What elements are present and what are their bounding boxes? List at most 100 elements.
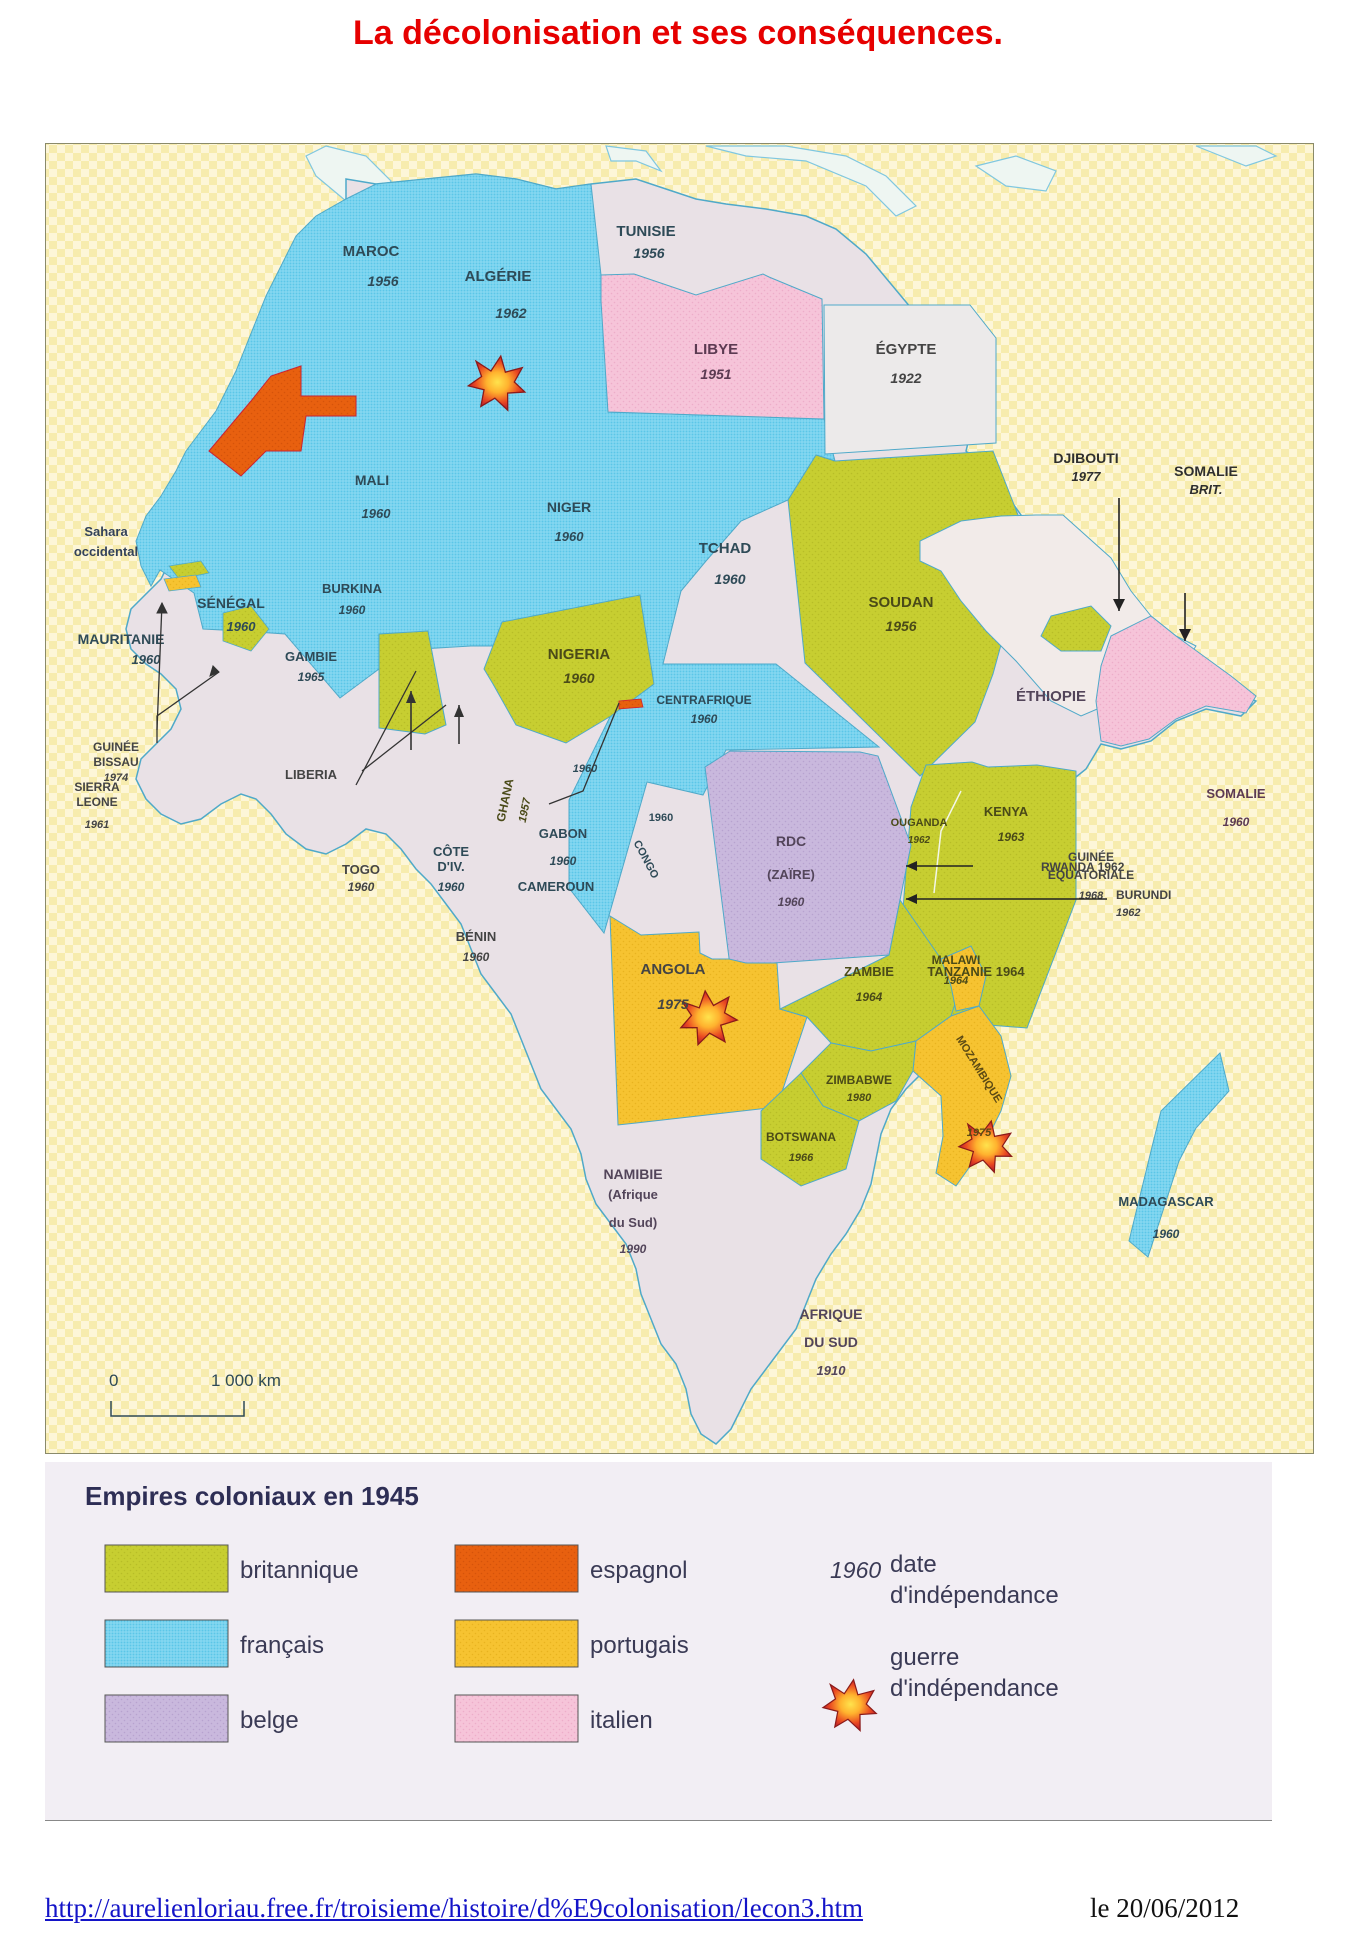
svg-text:1960: 1960 xyxy=(778,895,805,909)
svg-text:ÉGYPTE: ÉGYPTE xyxy=(876,341,937,358)
svg-text:GUINÉE: GUINÉE xyxy=(93,739,139,754)
svg-text:DU SUD: DU SUD xyxy=(804,1334,858,1350)
svg-text:1960: 1960 xyxy=(563,670,594,686)
svg-text:CAMEROUN: CAMEROUN xyxy=(518,879,595,894)
svg-text:d'indépendance: d'indépendance xyxy=(890,1675,1059,1702)
svg-text:OUGANDA: OUGANDA xyxy=(891,817,948,829)
svg-text:1975: 1975 xyxy=(967,1127,992,1139)
svg-text:(Afrique: (Afrique xyxy=(608,1187,658,1202)
svg-text:NIGERIA: NIGERIA xyxy=(548,646,611,663)
svg-text:d'indépendance: d'indépendance xyxy=(890,1582,1059,1609)
svg-text:ANGOLA: ANGOLA xyxy=(641,961,706,978)
svg-text:1960: 1960 xyxy=(555,529,585,544)
svg-text:MALAWI: MALAWI xyxy=(932,953,981,967)
svg-text:1951: 1951 xyxy=(700,366,731,382)
svg-text:LEONE: LEONE xyxy=(76,795,117,809)
svg-text:1960: 1960 xyxy=(227,619,257,634)
svg-text:1960: 1960 xyxy=(362,506,392,521)
svg-text:1977: 1977 xyxy=(1072,469,1102,484)
svg-text:1960: 1960 xyxy=(132,652,162,667)
svg-text:1960: 1960 xyxy=(1153,1227,1180,1241)
svg-text:DJIBOUTI: DJIBOUTI xyxy=(1053,450,1118,466)
svg-text:guerre: guerre xyxy=(890,1644,959,1671)
svg-text:1962: 1962 xyxy=(908,835,931,846)
svg-text:1960: 1960 xyxy=(830,1557,881,1583)
svg-text:1962: 1962 xyxy=(495,305,526,321)
svg-text:1956: 1956 xyxy=(367,273,398,289)
svg-text:NIGER: NIGER xyxy=(547,499,591,515)
svg-text:espagnol: espagnol xyxy=(590,1557,687,1584)
svg-text:1910: 1910 xyxy=(817,1363,847,1378)
svg-text:1961: 1961 xyxy=(85,819,109,831)
svg-text:1960: 1960 xyxy=(463,950,490,964)
svg-text:1 000 km: 1 000 km xyxy=(211,1371,281,1390)
svg-text:GABON: GABON xyxy=(539,826,587,841)
svg-text:RWANDA 1962: RWANDA 1962 xyxy=(1041,860,1125,874)
svg-text:TUNISIE: TUNISIE xyxy=(616,223,675,240)
svg-text:1963: 1963 xyxy=(998,830,1025,844)
svg-text:CENTRAFRIQUE: CENTRAFRIQUE xyxy=(656,693,751,707)
svg-text:BRIT.: BRIT. xyxy=(1190,482,1223,497)
svg-text:1960: 1960 xyxy=(348,880,375,894)
svg-text:BÉNIN: BÉNIN xyxy=(456,929,496,944)
svg-text:BOTSWANA: BOTSWANA xyxy=(766,1130,836,1144)
svg-text:1990: 1990 xyxy=(620,1242,647,1256)
svg-text:KENYA: KENYA xyxy=(984,804,1029,819)
svg-text:britannique: britannique xyxy=(240,1557,359,1584)
svg-text:du Sud): du Sud) xyxy=(609,1215,657,1230)
svg-text:1960: 1960 xyxy=(438,880,465,894)
svg-text:français: français xyxy=(240,1632,324,1659)
svg-text:LIBYE: LIBYE xyxy=(694,341,738,358)
svg-text:1975: 1975 xyxy=(657,996,688,1012)
svg-text:1960: 1960 xyxy=(691,712,718,726)
svg-text:(ZAÏRE): (ZAÏRE) xyxy=(767,867,815,882)
svg-text:SÉNÉGAL: SÉNÉGAL xyxy=(197,595,265,611)
svg-text:1960: 1960 xyxy=(649,812,673,824)
svg-text:1956: 1956 xyxy=(885,618,916,634)
svg-text:RDC: RDC xyxy=(776,833,806,849)
svg-text:SOMALIE: SOMALIE xyxy=(1174,463,1238,479)
svg-text:ZIMBABWE: ZIMBABWE xyxy=(826,1073,892,1087)
svg-text:1962: 1962 xyxy=(1116,907,1140,919)
svg-text:MALI: MALI xyxy=(355,472,389,488)
svg-text:MAROC: MAROC xyxy=(343,243,400,260)
svg-text:1960: 1960 xyxy=(339,603,366,617)
svg-text:1968: 1968 xyxy=(1079,890,1104,902)
svg-text:AFRIQUE: AFRIQUE xyxy=(800,1306,863,1322)
svg-text:occidental: occidental xyxy=(74,544,138,559)
svg-text:D'IV.: D'IV. xyxy=(437,859,464,874)
svg-text:MADAGASCAR: MADAGASCAR xyxy=(1118,1194,1214,1209)
svg-text:1964: 1964 xyxy=(856,990,883,1004)
svg-text:1964: 1964 xyxy=(944,975,968,987)
svg-text:1965: 1965 xyxy=(298,670,325,684)
svg-text:1956: 1956 xyxy=(633,245,664,261)
svg-text:1922: 1922 xyxy=(890,370,921,386)
svg-text:NAMIBIE: NAMIBIE xyxy=(603,1166,662,1182)
svg-text:SIERRA: SIERRA xyxy=(74,780,120,794)
svg-text:GAMBIE: GAMBIE xyxy=(285,649,337,664)
svg-text:Sahara: Sahara xyxy=(84,524,128,539)
svg-text:0: 0 xyxy=(109,1371,118,1390)
svg-text:MAURITANIE: MAURITANIE xyxy=(78,631,165,647)
svg-text:CÔTE: CÔTE xyxy=(433,844,469,859)
svg-text:BURUNDI: BURUNDI xyxy=(1116,888,1171,902)
svg-text:1966: 1966 xyxy=(789,1152,814,1164)
svg-text:ZAMBIE: ZAMBIE xyxy=(844,964,894,979)
svg-text:TCHAD: TCHAD xyxy=(699,540,752,557)
svg-text:Empires coloniaux en 1945: Empires coloniaux en 1945 xyxy=(85,1481,419,1511)
svg-text:portugais: portugais xyxy=(590,1632,689,1659)
svg-text:1960: 1960 xyxy=(714,571,745,587)
svg-text:1960: 1960 xyxy=(550,854,577,868)
svg-text:BISSAU: BISSAU xyxy=(93,755,138,769)
svg-text:SOMALIE: SOMALIE xyxy=(1206,786,1266,801)
svg-text:SOUDAN: SOUDAN xyxy=(868,594,933,611)
svg-text:1960: 1960 xyxy=(1223,815,1250,829)
svg-text:TOGO: TOGO xyxy=(342,862,380,877)
svg-text:ALGÉRIE: ALGÉRIE xyxy=(465,268,532,285)
svg-text:belge: belge xyxy=(240,1707,299,1734)
svg-text:ÉTHIOPIE: ÉTHIOPIE xyxy=(1016,688,1086,705)
svg-text:BURKINA: BURKINA xyxy=(322,581,383,596)
svg-text:italien: italien xyxy=(590,1707,653,1734)
svg-text:LIBERIA: LIBERIA xyxy=(285,767,338,782)
svg-text:date: date xyxy=(890,1551,937,1578)
